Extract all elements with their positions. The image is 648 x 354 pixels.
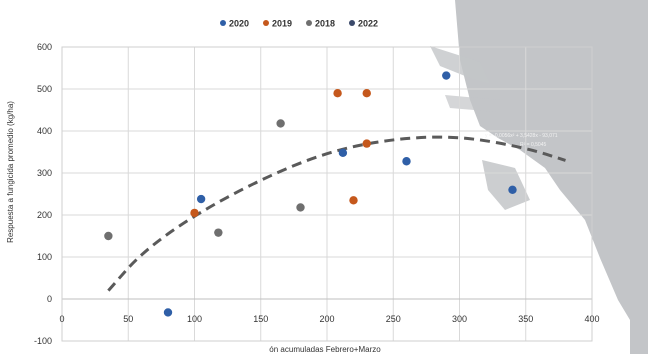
point-2020 bbox=[508, 185, 517, 194]
y-tick-label: 100 bbox=[37, 252, 52, 262]
trendline bbox=[107, 135, 566, 292]
point-2020 bbox=[402, 157, 411, 166]
x-tick-label: 200 bbox=[319, 314, 334, 324]
legend-label-2019: 2019 bbox=[272, 19, 292, 29]
y-tick-label: 400 bbox=[37, 126, 52, 136]
trendline-equation: y = -0,0056x² + 3,5428x - 93,071 bbox=[485, 133, 558, 139]
point-2019 bbox=[362, 89, 371, 98]
x-axis-ticks: 0 50 100 150 200 250 300 350 400 bbox=[59, 314, 599, 324]
x-tick-label: 150 bbox=[253, 314, 268, 324]
legend-marker-2019 bbox=[263, 20, 269, 26]
trendline-r2: R² = 0,5045 bbox=[520, 142, 546, 148]
legend-marker-2022 bbox=[349, 20, 355, 26]
x-tick-label: 400 bbox=[584, 314, 599, 324]
y-tick-label: 200 bbox=[37, 210, 52, 220]
x-tick-label: 250 bbox=[386, 314, 401, 324]
point-2018 bbox=[296, 203, 305, 212]
y-tick-label: 500 bbox=[37, 84, 52, 94]
legend-marker-2020 bbox=[220, 20, 226, 26]
y-axis-title: Respuesta a fungicida promedio (kg/ha) bbox=[6, 101, 15, 243]
y-tick-label: -100 bbox=[34, 336, 52, 346]
y-tick-label: 300 bbox=[37, 168, 52, 178]
legend: 2020 2019 2018 2022 bbox=[220, 19, 378, 29]
point-2019 bbox=[190, 208, 199, 218]
legend-label-2022: 2022 bbox=[358, 19, 378, 29]
point-2020 bbox=[442, 71, 451, 80]
y-tick-label: 0 bbox=[47, 294, 52, 304]
y-tick-label: 600 bbox=[37, 42, 52, 52]
point-2020 bbox=[196, 194, 206, 204]
legend-marker-2018 bbox=[306, 20, 312, 26]
plot-area bbox=[61, 46, 593, 342]
plot-border bbox=[61, 46, 593, 342]
point-2019 bbox=[333, 89, 342, 98]
x-tick-label: 0 bbox=[59, 314, 64, 324]
point-2020 bbox=[163, 308, 173, 317]
y-axis-ticks: -100 0 100 200 300 400 500 600 bbox=[34, 42, 52, 346]
x-tick-label: 300 bbox=[452, 314, 467, 324]
point-2019 bbox=[362, 139, 371, 148]
x-tick-label: 350 bbox=[518, 314, 533, 324]
legend-label-2020: 2020 bbox=[229, 19, 249, 29]
point-2018 bbox=[104, 231, 113, 241]
trendline-path bbox=[107, 135, 566, 292]
x-tick-label: 50 bbox=[123, 314, 133, 324]
data-points bbox=[104, 71, 517, 317]
x-axis-title: ón acumuladas Febrero+Marzo bbox=[269, 345, 381, 354]
point-2018 bbox=[214, 228, 223, 237]
x-tick-label: 100 bbox=[187, 314, 202, 324]
legend-label-2018: 2018 bbox=[315, 19, 335, 29]
point-2018 bbox=[276, 119, 285, 128]
point-2020 bbox=[338, 148, 348, 158]
point-2019 bbox=[349, 196, 358, 205]
